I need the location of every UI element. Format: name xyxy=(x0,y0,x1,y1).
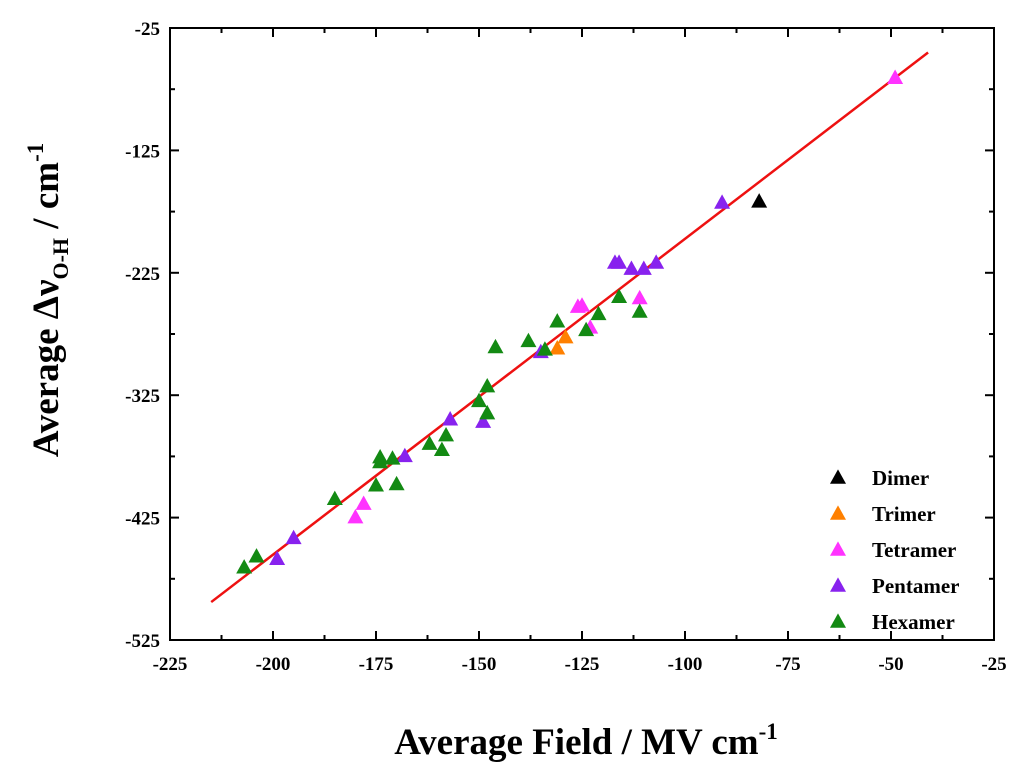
data-point-hexamer xyxy=(479,377,496,393)
y-axis-title-sup: -1 xyxy=(23,143,48,162)
data-point-dimer xyxy=(751,193,768,208)
plot-frame xyxy=(169,27,995,641)
y-axis-title-pre: Average xyxy=(26,319,67,457)
data-point-pentamer xyxy=(635,260,652,275)
y-tick-label: -25 xyxy=(135,19,160,40)
legend-marker-pentamer xyxy=(830,577,846,592)
data-point-pentamer xyxy=(269,550,286,565)
y-axis-title-delta: Δ xyxy=(26,296,67,319)
data-point-tetramer xyxy=(631,289,648,305)
data-point-hexamer xyxy=(248,548,265,563)
data-point-pentamer xyxy=(648,254,665,269)
data-point-hexamer xyxy=(631,303,648,318)
y-tick-label: -425 xyxy=(125,509,160,530)
data-point-pentamer xyxy=(285,529,302,545)
data-point-hexamer xyxy=(487,338,504,354)
data-point-hexamer xyxy=(368,477,384,492)
data-point-hexamer xyxy=(590,305,607,321)
fit-line-layer xyxy=(210,51,929,604)
legend-label-tetramer: Tetramer xyxy=(872,538,956,562)
y-axis-title-sub: O-H xyxy=(48,238,73,280)
data-points xyxy=(236,69,904,574)
data-point-hexamer xyxy=(326,490,343,505)
data-point-hexamer xyxy=(388,475,405,491)
y-tick-label: -325 xyxy=(125,386,160,407)
y-axis-title: Average ΔνO-H / cm-1 xyxy=(23,143,73,458)
data-point-hexamer xyxy=(578,321,595,337)
legend-label-dimer: Dimer xyxy=(872,466,929,490)
x-tick-label: -100 xyxy=(668,654,703,675)
data-point-tetramer xyxy=(347,508,364,524)
data-point-pentamer xyxy=(396,447,413,463)
x-axis-title: Average Field / MV cm-1 xyxy=(394,719,778,763)
x-tick-label: -125 xyxy=(565,654,600,675)
data-point-hexamer xyxy=(236,559,253,574)
x-tick-label: -75 xyxy=(775,654,800,675)
x-tick-label: -50 xyxy=(878,654,903,675)
y-axis-title-nu: ν xyxy=(26,279,67,297)
legend: Dimer Trimer Tetramer Pentamer Hexamer xyxy=(830,466,959,634)
data-point-pentamer xyxy=(475,413,492,428)
data-point-pentamer xyxy=(623,260,640,275)
data-point-hexamer xyxy=(520,332,537,348)
y-tick-label: -525 xyxy=(125,631,160,652)
legend-marker-dimer xyxy=(830,469,846,484)
data-point-tetramer xyxy=(574,297,590,312)
x-axis-title-main: Average Field / MV cm xyxy=(394,722,759,763)
data-point-hexamer xyxy=(536,341,553,356)
legend-marker-tetramer xyxy=(830,541,846,556)
data-point-hexamer xyxy=(438,426,455,442)
legend-label-hexamer: Hexamer xyxy=(872,610,955,634)
legend-label-trimer: Trimer xyxy=(872,502,936,526)
x-tick-label: -225 xyxy=(153,654,188,675)
data-point-hexamer xyxy=(433,441,450,457)
x-tick-label: -150 xyxy=(462,654,497,675)
x-tick-label: -200 xyxy=(256,654,291,675)
x-tick-label: -175 xyxy=(359,654,394,675)
data-point-tetramer xyxy=(887,69,904,84)
fit-line xyxy=(210,51,929,604)
y-tick-label: -225 xyxy=(125,264,160,285)
data-point-hexamer xyxy=(384,450,401,465)
y-tick-label: -125 xyxy=(125,141,160,162)
legend-marker-hexamer xyxy=(830,613,846,628)
x-axis-title-sup: -1 xyxy=(759,719,778,744)
legend-label-pentamer: Pentamer xyxy=(872,574,959,598)
x-tick-label: -25 xyxy=(981,654,1006,675)
data-point-pentamer xyxy=(611,254,628,269)
data-point-trimer xyxy=(557,329,574,344)
data-point-tetramer xyxy=(355,495,372,510)
data-point-hexamer xyxy=(421,435,438,450)
tick-labels: -225 -200 -175 -150 -125 -100 -75 -50 -25 -525 -42… xyxy=(125,19,1006,675)
y-axis-title-post: / cm xyxy=(26,162,67,238)
data-point-trimer xyxy=(549,340,566,355)
data-point-hexamer xyxy=(471,392,487,408)
legend-marker-trimer xyxy=(830,505,846,520)
data-point-hexamer xyxy=(479,404,496,420)
data-point-hexamer xyxy=(549,313,566,328)
data-point-pentamer xyxy=(442,411,459,426)
data-point-hexamer xyxy=(611,288,628,304)
data-point-pentamer xyxy=(714,194,731,209)
data-point-hexamer xyxy=(372,448,389,464)
